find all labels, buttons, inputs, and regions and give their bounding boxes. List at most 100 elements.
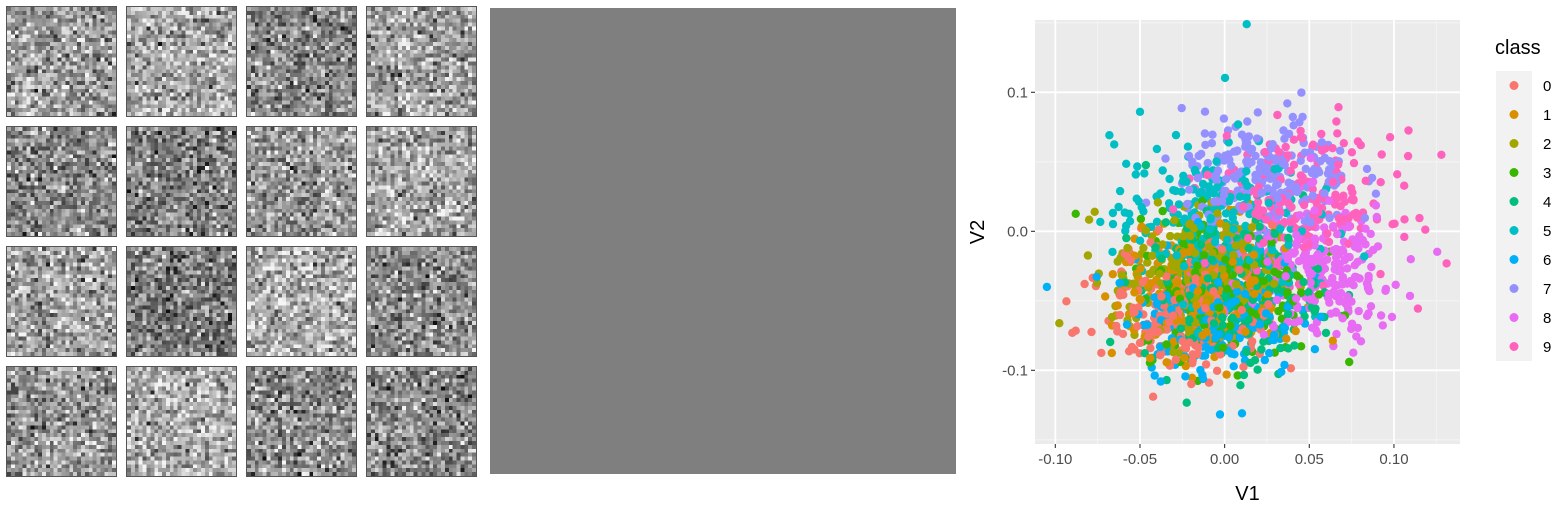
point-class-1 xyxy=(1202,327,1211,337)
point-class-5 xyxy=(1183,142,1193,151)
point-class-9 xyxy=(1261,147,1270,157)
point-class-6 xyxy=(1235,334,1244,343)
point-class-7 xyxy=(1184,151,1194,160)
point-class-5 xyxy=(1224,196,1234,206)
point-class-7 xyxy=(1308,191,1317,200)
sample-tile xyxy=(6,366,117,477)
point-class-7 xyxy=(1246,146,1255,156)
point-class-7 xyxy=(1283,99,1292,108)
point-class-5 xyxy=(1125,217,1135,226)
sample-tile xyxy=(126,246,237,357)
x-tick-label: 0.00 xyxy=(1210,451,1239,468)
point-class-2 xyxy=(1247,223,1257,232)
point-class-4 xyxy=(1151,243,1160,252)
point-class-9 xyxy=(1442,259,1451,268)
point-class-9 xyxy=(1259,238,1268,248)
point-class-5 xyxy=(1105,131,1114,140)
point-class-9 xyxy=(1333,129,1342,138)
point-class-5 xyxy=(1108,247,1117,257)
point-class-5 xyxy=(1165,174,1174,184)
point-class-4 xyxy=(1246,358,1255,368)
point-class-8 xyxy=(1292,294,1301,303)
point-class-2 xyxy=(1204,242,1214,251)
point-class-5 xyxy=(1228,213,1237,223)
point-class-8 xyxy=(1292,230,1301,240)
point-class-9 xyxy=(1251,209,1260,218)
point-class-7 xyxy=(1193,173,1202,183)
sample-tile xyxy=(246,126,357,237)
point-class-0 xyxy=(1264,300,1273,309)
point-class-2 xyxy=(1139,243,1148,253)
point-class-6 xyxy=(1150,371,1159,380)
point-class-6 xyxy=(1092,272,1101,282)
point-class-4 xyxy=(1299,277,1308,287)
point-class-7 xyxy=(1367,173,1377,183)
point-class-4 xyxy=(1273,285,1282,294)
point-class-9 xyxy=(1349,210,1358,219)
point-class-6 xyxy=(1201,342,1210,351)
point-class-8 xyxy=(1259,330,1269,339)
point-class-5 xyxy=(1243,181,1252,190)
point-class-4 xyxy=(1218,321,1227,330)
point-class-9 xyxy=(1400,215,1409,224)
point-class-7 xyxy=(1297,88,1306,97)
point-class-7 xyxy=(1300,148,1309,157)
point-class-8 xyxy=(1307,323,1317,332)
point-class-6 xyxy=(1229,362,1238,371)
point-class-1 xyxy=(1187,373,1197,382)
point-class-0 xyxy=(1154,225,1163,234)
point-class-5 xyxy=(1132,194,1141,203)
point-class-9 xyxy=(1222,131,1231,140)
point-class-2 xyxy=(1084,215,1094,224)
point-class-4 xyxy=(1106,337,1115,347)
y-axis-label: V2 xyxy=(967,220,989,244)
point-class-1 xyxy=(1108,270,1117,279)
point-class-1 xyxy=(1179,249,1188,258)
point-class-9 xyxy=(1284,199,1293,208)
point-class-5 xyxy=(1108,219,1118,229)
point-class-7 xyxy=(1266,174,1275,183)
point-class-5 xyxy=(1131,170,1140,179)
point-class-0 xyxy=(1178,337,1187,346)
point-class-2 xyxy=(1170,216,1179,225)
point-class-8 xyxy=(1310,234,1320,243)
point-class-2 xyxy=(1153,198,1163,207)
point-class-7 xyxy=(1315,168,1324,177)
point-class-4 xyxy=(1203,274,1213,283)
point-class-8 xyxy=(1352,332,1361,341)
point-class-2 xyxy=(1158,240,1167,249)
point-class-5 xyxy=(1203,191,1212,200)
point-class-2 xyxy=(1213,209,1222,218)
point-class-9 xyxy=(1331,190,1340,199)
point-class-3 xyxy=(1193,261,1202,270)
point-class-4 xyxy=(1253,365,1262,374)
point-class-3 xyxy=(1275,270,1284,279)
point-class-9 xyxy=(1253,197,1263,207)
point-class-5 xyxy=(1164,199,1174,208)
point-class-5 xyxy=(1115,186,1125,196)
point-class-0 xyxy=(1130,308,1139,317)
point-class-0 xyxy=(1127,342,1137,352)
point-class-1 xyxy=(1169,337,1178,346)
point-class-3 xyxy=(1296,288,1306,297)
legend-swatch xyxy=(1509,139,1519,148)
point-class-6 xyxy=(1261,309,1271,318)
point-class-3 xyxy=(1296,342,1306,351)
point-class-7 xyxy=(1280,134,1289,143)
point-class-0 xyxy=(1268,220,1277,230)
point-class-7 xyxy=(1213,166,1223,175)
point-class-5 xyxy=(1212,157,1221,166)
point-class-7 xyxy=(1221,151,1230,160)
point-class-5 xyxy=(1122,159,1131,168)
point-class-8 xyxy=(1283,254,1292,264)
point-class-3 xyxy=(1218,343,1228,352)
point-class-9 xyxy=(1286,218,1295,227)
point-class-3 xyxy=(1283,288,1292,297)
point-class-9 xyxy=(1334,103,1343,112)
legend-label: 0 xyxy=(1543,78,1551,95)
point-class-6 xyxy=(1143,320,1152,330)
point-class-6 xyxy=(1122,320,1132,329)
point-class-8 xyxy=(1378,321,1387,330)
point-class-3 xyxy=(1179,239,1188,248)
point-class-5 xyxy=(1221,209,1231,218)
